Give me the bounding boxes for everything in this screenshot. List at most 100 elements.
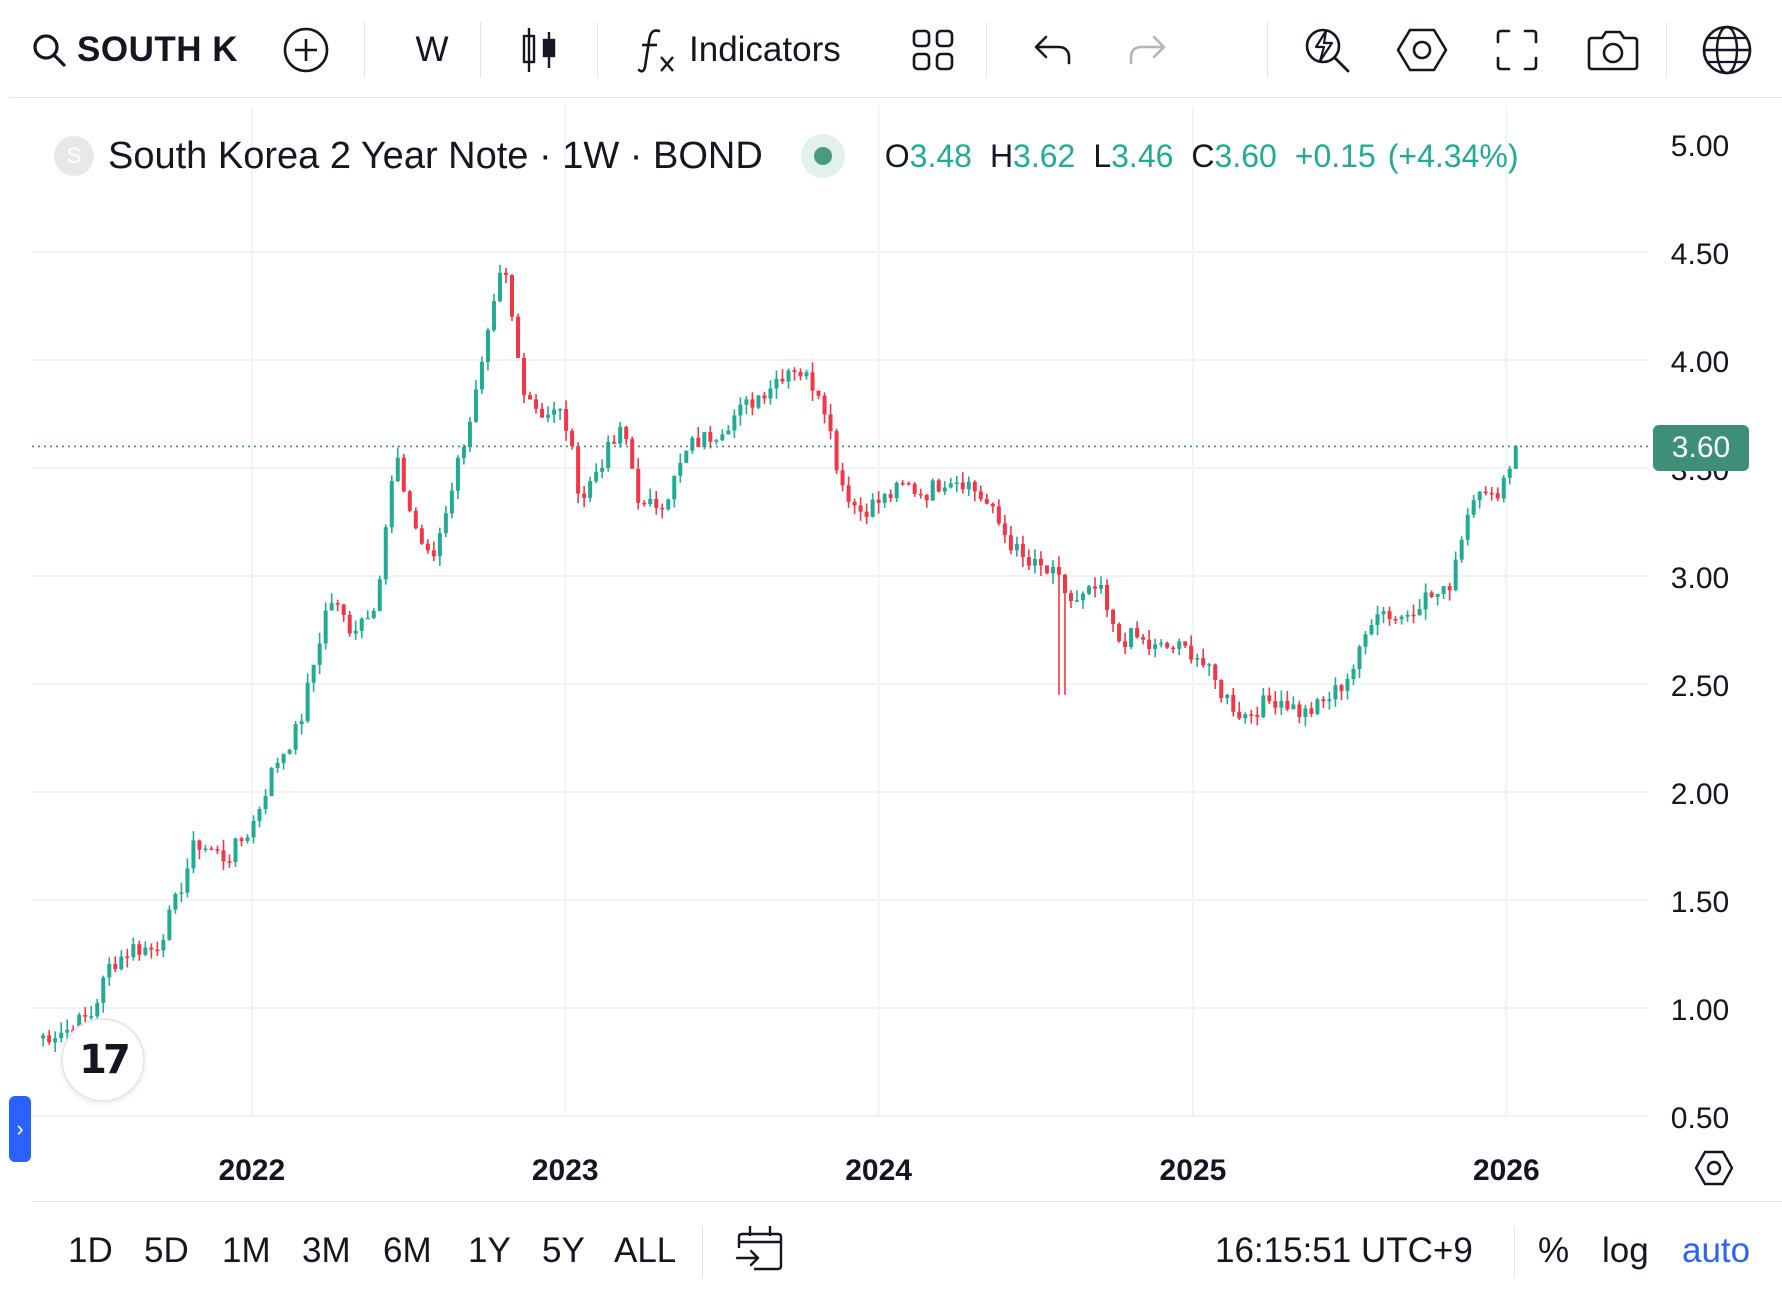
goto-date-button[interactable] <box>734 1225 784 1274</box>
candle-body <box>900 482 905 485</box>
candle-body <box>1032 558 1037 566</box>
candle-body <box>1471 500 1476 515</box>
candle-body <box>1321 699 1326 702</box>
candle-body <box>431 550 436 557</box>
range-1y-button[interactable]: 1Y <box>468 1231 511 1270</box>
range-all-button[interactable]: ALL <box>614 1231 677 1270</box>
series-legend[interactable]: S South Korea 2 Year Note · 1W · BOND O … <box>54 128 1531 184</box>
candle-body <box>792 370 797 372</box>
candle-body <box>239 838 244 842</box>
candle-body <box>522 357 527 396</box>
symbol-search-button[interactable]: SOUTH K <box>31 14 261 86</box>
candle-body <box>528 395 533 400</box>
candle-body <box>954 482 959 485</box>
redo-button[interactable] <box>1121 14 1173 86</box>
chart-type-button[interactable] <box>511 14 567 86</box>
quick-search-button[interactable] <box>1299 14 1355 86</box>
candle-body <box>1038 558 1043 566</box>
candle-body <box>269 767 274 797</box>
market-status-indicator[interactable] <box>800 134 845 178</box>
axis-settings-button[interactable] <box>1692 1148 1736 1192</box>
candle-body <box>798 371 803 377</box>
candle-body <box>1381 611 1386 615</box>
snapshot-button[interactable] <box>1583 14 1643 86</box>
candle-body <box>257 808 262 822</box>
candle-body <box>1489 492 1494 495</box>
range-6m-button[interactable]: 6M <box>383 1231 432 1270</box>
candle-body <box>828 414 833 432</box>
candle-body <box>59 1032 64 1039</box>
compare-add-symbol-button[interactable] <box>279 14 333 86</box>
candle-body <box>251 821 256 838</box>
candle-body <box>191 840 196 869</box>
candle-body <box>1008 535 1013 551</box>
candle-body <box>726 430 731 435</box>
language-button[interactable] <box>1697 14 1757 86</box>
candle-body <box>840 470 845 486</box>
candle-body <box>341 604 346 616</box>
range-1m-button[interactable]: 1M <box>222 1231 271 1270</box>
range-5d-button[interactable]: 5D <box>144 1231 189 1270</box>
candle-body <box>978 491 983 500</box>
price-chart[interactable]: 5.004.504.003.503.002.502.001.501.000.50… <box>32 106 1782 1200</box>
percent-scale-toggle[interactable]: % <box>1538 1231 1570 1270</box>
candle-body <box>281 753 286 763</box>
candle-body <box>161 939 166 951</box>
candle-body <box>1093 586 1098 589</box>
log-scale-toggle[interactable]: log <box>1602 1231 1649 1270</box>
candle-body <box>1105 584 1110 610</box>
chart-settings-button[interactable] <box>1394 14 1450 86</box>
chart-pane[interactable]: 5.004.504.003.503.002.502.001.501.000.50… <box>32 106 1782 1200</box>
clock-timezone-button[interactable]: 16:15:51 UTC+9 <box>1215 1231 1473 1270</box>
undo-button[interactable] <box>1027 14 1079 86</box>
time-axis-label: 2026 <box>1473 1154 1540 1187</box>
candle-body <box>612 441 617 444</box>
range-1d-button[interactable]: 1D <box>68 1231 113 1270</box>
sidebar-toggle-button[interactable]: › <box>9 1096 31 1162</box>
candle-body <box>1429 592 1434 597</box>
candle-body <box>1513 446 1518 469</box>
candle-body <box>455 457 460 491</box>
candle-body <box>1020 543 1025 558</box>
candle-body <box>696 437 701 448</box>
candle-body <box>1297 704 1302 717</box>
price-axis: 5.004.504.003.503.002.502.001.501.000.50 <box>1671 130 1729 1135</box>
layouts-button[interactable] <box>907 14 959 86</box>
interval-button[interactable]: W <box>397 14 467 86</box>
candle-body <box>1255 714 1260 717</box>
ohlc-values: O 3.48 H 3.62 L 3.46 C 3.60 +0.15 (+4.34… <box>885 138 1531 175</box>
indicators-label: Indicators <box>689 30 841 69</box>
fullscreen-button[interactable] <box>1489 14 1545 86</box>
tradingview-logo-icon[interactable]: 17 <box>61 1018 145 1102</box>
change-percent: (+4.34%) <box>1387 137 1519 174</box>
candle-body <box>395 457 400 482</box>
candle-body <box>870 499 875 517</box>
price-axis-label: 3.00 <box>1671 562 1729 595</box>
price-axis-label: 4.50 <box>1671 238 1729 271</box>
chart-grid <box>32 106 1648 1117</box>
layout-grid-icon <box>911 28 955 72</box>
range-3m-button[interactable]: 3M <box>302 1231 351 1270</box>
candle-body <box>473 389 478 422</box>
indicators-button[interactable]: Indicators <box>637 14 877 86</box>
candle-body <box>1002 523 1007 536</box>
high-key: H <box>989 137 1014 174</box>
candle-body <box>1237 711 1242 719</box>
candle-body <box>203 848 208 851</box>
range-5y-button[interactable]: 5Y <box>542 1231 585 1270</box>
symbol-logo: S <box>54 136 94 176</box>
candle-body <box>437 533 442 557</box>
candle-body <box>185 868 190 893</box>
candle-body <box>666 499 671 510</box>
close-key: C <box>1191 137 1215 174</box>
candle-body <box>1309 708 1314 714</box>
bottom-toolbar: 1D 5D 1M 3M 6M 1Y 5Y ALL 16:15:51 UTC+9 … <box>32 1201 1782 1298</box>
candle-body <box>1501 477 1506 499</box>
candle-body <box>137 944 142 955</box>
auto-scale-toggle[interactable]: auto <box>1682 1231 1751 1270</box>
candle-body <box>107 963 112 978</box>
candle-body <box>774 378 779 389</box>
candle-body <box>1044 565 1049 574</box>
series-title[interactable]: South Korea 2 Year Note · 1W · BOND <box>108 134 763 177</box>
candle-body <box>1435 593 1440 597</box>
